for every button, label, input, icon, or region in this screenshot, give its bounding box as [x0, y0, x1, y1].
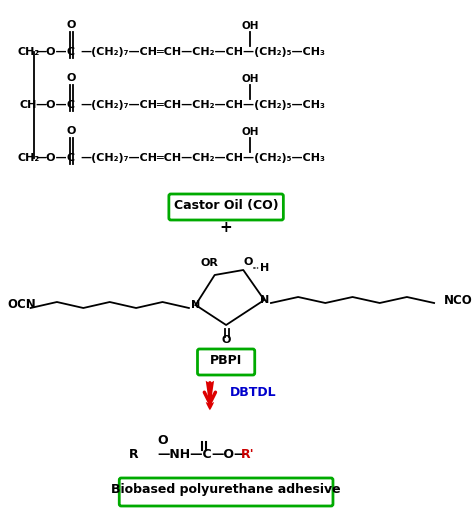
- FancyBboxPatch shape: [119, 478, 333, 506]
- Text: —(CH₂)₇—CH═CH—CH₂—CH—(CH₂)₅—CH₃: —(CH₂)₇—CH═CH—CH₂—CH—(CH₂)₅—CH₃: [80, 153, 325, 163]
- Text: O: O: [243, 257, 253, 267]
- Text: N: N: [191, 300, 200, 310]
- Text: O: O: [157, 434, 167, 446]
- Text: O: O: [67, 20, 76, 30]
- Text: CH₂: CH₂: [18, 47, 40, 57]
- Text: OH: OH: [241, 127, 259, 137]
- Text: O: O: [67, 73, 76, 83]
- Text: OR: OR: [201, 258, 219, 268]
- Text: R: R: [129, 448, 138, 461]
- Text: —O—: —O—: [36, 47, 67, 57]
- Text: PBPI: PBPI: [210, 353, 242, 366]
- Text: R': R': [240, 448, 254, 461]
- Text: C: C: [66, 100, 75, 110]
- Text: —NH—C: —NH—C: [157, 448, 212, 461]
- Text: —O—: —O—: [212, 448, 247, 461]
- Text: —O—: —O—: [36, 100, 67, 110]
- Text: C: C: [66, 153, 75, 163]
- Text: O: O: [221, 335, 231, 345]
- Text: DBTDL: DBTDL: [229, 386, 276, 400]
- Text: CH: CH: [20, 100, 37, 110]
- Text: NCO: NCO: [444, 293, 473, 307]
- Text: Castor Oil (CO): Castor Oil (CO): [174, 198, 278, 212]
- Text: —(CH₂)₇—CH═CH—CH₂—CH—(CH₂)₅—CH₃: —(CH₂)₇—CH═CH—CH₂—CH—(CH₂)₅—CH₃: [80, 47, 325, 57]
- Text: H: H: [260, 263, 269, 273]
- Text: OCN: OCN: [8, 299, 36, 311]
- Text: OH: OH: [241, 21, 259, 31]
- Text: C: C: [66, 47, 75, 57]
- FancyBboxPatch shape: [169, 194, 283, 220]
- Text: CH₂: CH₂: [18, 153, 40, 163]
- FancyBboxPatch shape: [198, 349, 255, 375]
- Text: Biobased polyurethane adhesive: Biobased polyurethane adhesive: [111, 484, 341, 497]
- Text: OH: OH: [241, 74, 259, 84]
- Text: +: +: [220, 220, 232, 236]
- Text: O: O: [67, 126, 76, 136]
- Text: —O—: —O—: [36, 153, 67, 163]
- Text: N: N: [260, 295, 269, 305]
- Text: —(CH₂)₇—CH═CH—CH₂—CH—(CH₂)₅—CH₃: —(CH₂)₇—CH═CH—CH₂—CH—(CH₂)₅—CH₃: [80, 100, 325, 110]
